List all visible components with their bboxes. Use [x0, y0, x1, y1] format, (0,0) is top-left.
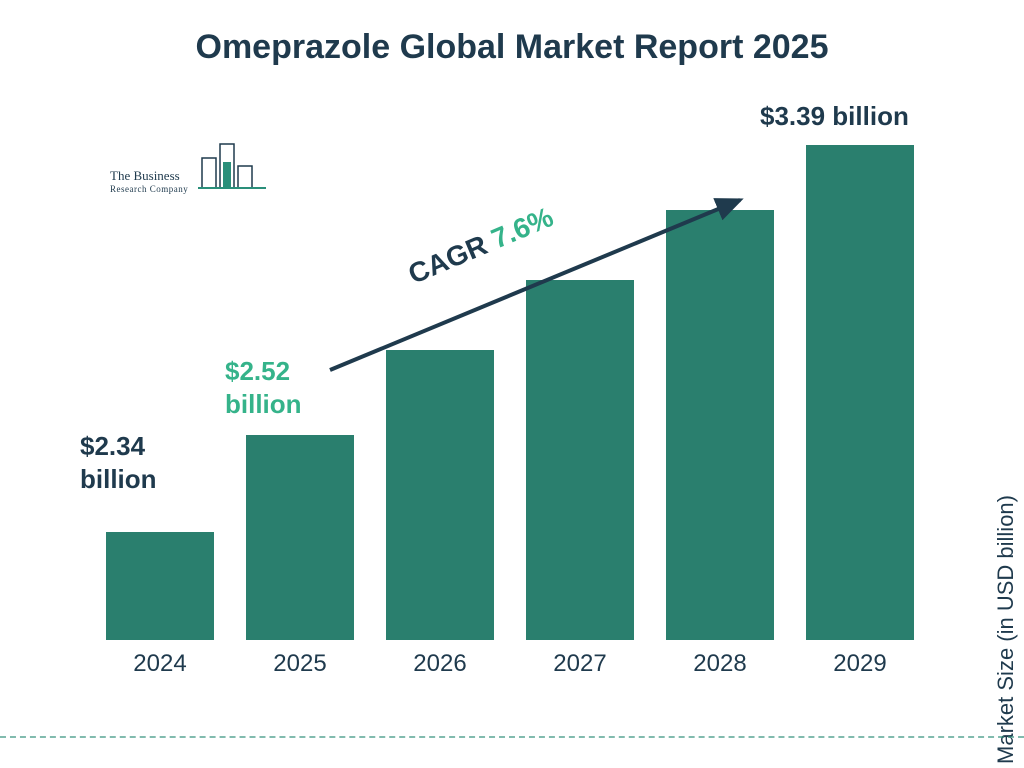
bar-2026: [386, 350, 494, 640]
bar-slot-2025: [235, 435, 365, 640]
bar-slot-2026: [375, 350, 505, 640]
x-label-2026: 2026: [375, 638, 505, 678]
x-label-2028: 2028: [655, 638, 785, 678]
y-axis-label: Market Size (in USD billion): [993, 495, 1019, 764]
callout-2024-amount: $2.34: [80, 431, 145, 461]
callout-2025-amount: $2.52: [225, 356, 290, 386]
chart-title: Omeprazole Global Market Report 2025: [0, 28, 1024, 67]
callout-2029-value: $3.39 billion: [760, 100, 909, 133]
x-label-2025: 2025: [235, 638, 365, 678]
callout-2024-value: $2.34 billion: [80, 430, 157, 495]
bottom-divider: [0, 736, 1024, 738]
x-label-2027: 2027: [515, 638, 645, 678]
callout-2025-unit: billion: [225, 389, 302, 419]
x-label-2029: 2029: [795, 638, 925, 678]
bar-slot-2024: [95, 532, 225, 640]
x-label-2024: 2024: [95, 638, 225, 678]
bar-slot-2029: [795, 145, 925, 640]
bar-2024: [106, 532, 214, 640]
x-axis: 2024 2025 2026 2027 2028 2029: [80, 638, 940, 678]
callout-2024-unit: billion: [80, 464, 157, 494]
callout-2025-value: $2.52 billion: [225, 355, 302, 420]
bar-2025: [246, 435, 354, 640]
bar-2029: [806, 145, 914, 640]
